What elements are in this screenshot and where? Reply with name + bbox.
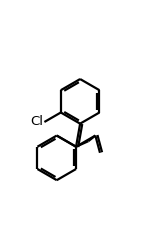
Text: Cl: Cl: [31, 116, 44, 128]
